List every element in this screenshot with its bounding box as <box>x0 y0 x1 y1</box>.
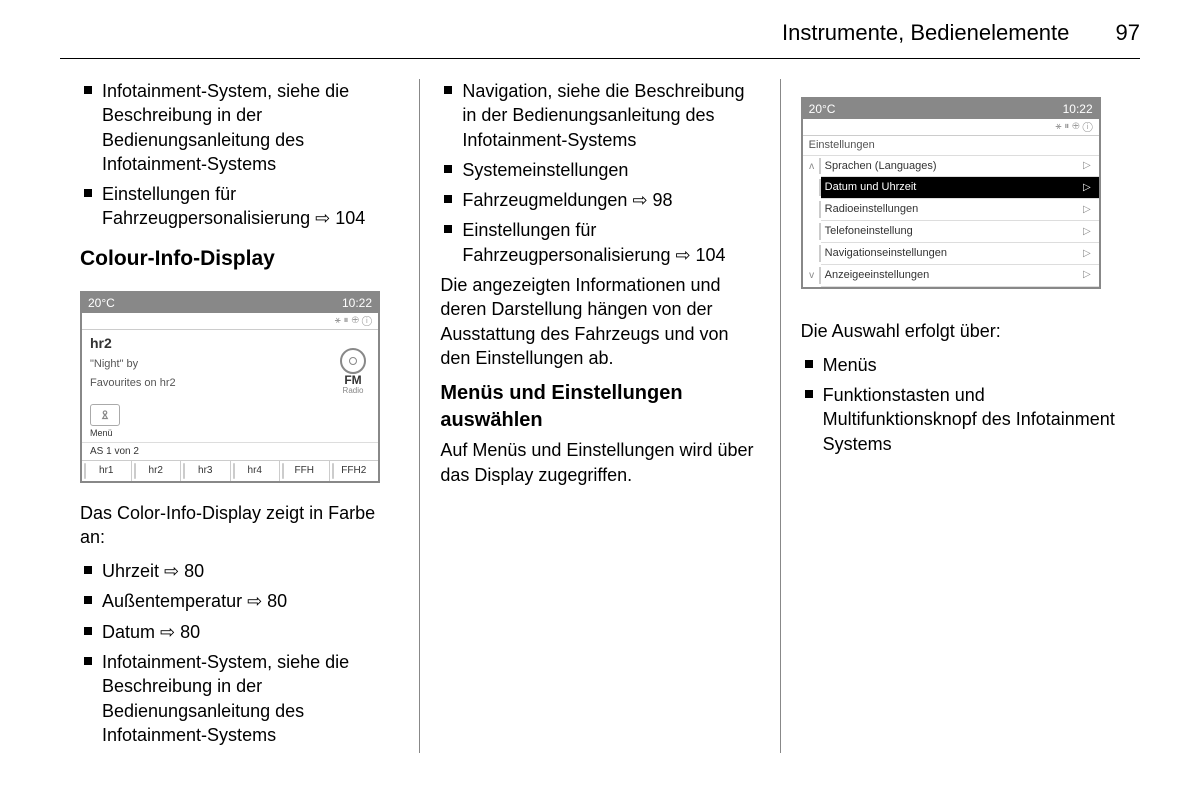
settings-row-label: Anzeigeeinstellungen <box>825 268 930 283</box>
list-item: Außentemperatur ⇨ 80 <box>84 589 399 613</box>
display-preset-tabs: hr1 hr2 hr3 hr4 FFH FFH2 <box>82 460 378 481</box>
para-menus: Auf Menüs und Einstellungen wird über da… <box>440 438 759 487</box>
preset-tab: hr4 <box>230 461 280 481</box>
menu-icon <box>90 404 120 426</box>
settings-row-label: Navigationseinstellungen <box>825 246 947 261</box>
settings-row: Sprachen (Languages) ▷ <box>821 156 1099 178</box>
display-as-line: AS 1 von 2 <box>82 442 378 461</box>
menu-label: Menü <box>90 427 370 439</box>
list-item: Datum ⇨ 80 <box>84 620 399 644</box>
list-item: Systemeinstellungen <box>444 158 759 182</box>
display-body: hr2 "Night" by Favourites on hr2 FM Radi… <box>82 330 378 442</box>
para-selection: Die Auswahl erfolgt über: <box>801 319 1120 343</box>
list-item: Infotainment-System, siehe die Beschreib… <box>84 79 399 176</box>
preset-tab: hr2 <box>131 461 181 481</box>
display-settings-screenshot: 20°C 10:22 ⚹ ⏸ ⊕ ⓘ Einstellungen ʌ v Spr… <box>801 97 1101 289</box>
content-columns: Infotainment-System, siehe die Beschreib… <box>60 79 1140 753</box>
display-topbar: 20°C 10:22 <box>82 293 378 313</box>
preset-tab: FFH <box>279 461 329 481</box>
display-temp: 20°C <box>809 101 836 117</box>
settings-title: Einstellungen <box>803 136 1099 156</box>
display-time: 10:22 <box>1063 101 1093 117</box>
list-item: Uhrzeit ⇨ 80 <box>84 559 399 583</box>
list-col2: Navigation, siehe die Beschreibung in de… <box>440 79 759 267</box>
settings-row: Anzeigeeinstellungen ▷ <box>821 265 1099 287</box>
list-item: Fahrzeugmeldungen ⇨ 98 <box>444 188 759 212</box>
display-radio-screenshot: 20°C 10:22 ⚹ ⏸ ⊕ ⓘ hr2 "Night" by Favour… <box>80 291 380 482</box>
list-item: Infotainment-System, siehe die Beschreib… <box>84 650 399 747</box>
display-topbar: 20°C 10:22 <box>803 99 1099 119</box>
list-display-shows: Uhrzeit ⇨ 80 Außentemperatur ⇨ 80 Datum … <box>80 559 399 747</box>
page-header: Instrumente, Bedienelemente 97 <box>60 20 1140 59</box>
list-item: Einstellungen für Fahrzeugpersonalisieru… <box>444 218 759 267</box>
fm-label: FM <box>340 374 366 386</box>
preset-tab: FFH2 <box>329 461 379 481</box>
list-item: Funktionstasten und Multifunktionsknopf … <box>805 383 1120 456</box>
list-top: Infotainment-System, siehe die Beschreib… <box>80 79 399 231</box>
display-station: hr2 <box>90 334 370 353</box>
display-status-icons: ⚹ ⏸ ⊕ ⓘ <box>803 119 1099 136</box>
page-number: 97 <box>1116 20 1140 45</box>
settings-row: Navigationseinstellungen ▷ <box>821 243 1099 265</box>
fm-sublabel: Radio <box>340 386 366 397</box>
display-menu-button: Menü <box>90 404 370 439</box>
chevron-right-icon: ▷ <box>1083 225 1091 239</box>
settings-row: Radioeinstellungen ▷ <box>821 199 1099 221</box>
column-1: Infotainment-System, siehe die Beschreib… <box>60 79 420 753</box>
list-item: Menüs <box>805 353 1120 377</box>
list-selection: Menüs Funktionstasten und Multifunktions… <box>801 353 1120 456</box>
display-status-icons: ⚹ ⏸ ⊕ ⓘ <box>82 313 378 330</box>
list-item: Navigation, siehe die Beschreibung in de… <box>444 79 759 152</box>
display-time: 10:22 <box>342 295 372 311</box>
chapter-title: Instrumente, Bedienelemente <box>782 20 1069 45</box>
chevron-up-icon: ʌ <box>809 160 814 174</box>
settings-body: ʌ v Sprachen (Languages)▷Datum und Uhrze… <box>803 156 1099 287</box>
settings-row: Datum und Uhrzeit ▷ <box>821 177 1099 199</box>
list-item: Einstellungen für Fahrzeugpersonalisieru… <box>84 182 399 231</box>
chevron-right-icon: ▷ <box>1083 247 1091 261</box>
display-temp: 20°C <box>88 295 115 311</box>
para-after-display: Das Color-Info-Display zeigt in Farbe an… <box>80 501 399 550</box>
chevron-right-icon: ▷ <box>1083 203 1091 217</box>
fm-icon <box>340 348 366 374</box>
settings-row: Telefoneinstellung ▷ <box>821 221 1099 243</box>
chevron-right-icon: ▷ <box>1083 268 1091 282</box>
display-line1: "Night" by <box>90 357 370 372</box>
fm-badge: FM Radio <box>340 348 366 397</box>
chevron-right-icon: ▷ <box>1083 159 1091 173</box>
display-line2: Favourites on hr2 <box>90 376 370 391</box>
para-info: Die angezeigten Informationen und deren … <box>440 273 759 370</box>
preset-tab: hr3 <box>180 461 230 481</box>
column-2: Navigation, siehe die Beschreibung in de… <box>420 79 780 753</box>
settings-row-label: Sprachen (Languages) <box>825 159 937 174</box>
chevron-down-icon: v <box>809 269 814 283</box>
settings-row-label: Datum und Uhrzeit <box>825 180 917 195</box>
column-3: 20°C 10:22 ⚹ ⏸ ⊕ ⓘ Einstellungen ʌ v Spr… <box>781 79 1140 753</box>
settings-row-label: Radioeinstellungen <box>825 202 919 217</box>
preset-tab: hr1 <box>82 461 131 481</box>
heading-colour-info: Colour-Info-Display <box>80 245 399 273</box>
settings-list: Sprachen (Languages)▷Datum und Uhrzeit▷R… <box>821 156 1099 287</box>
heading-menus: Menüs und Einstellungen auswählen <box>440 380 759 434</box>
settings-row-label: Telefoneinstellung <box>825 224 913 239</box>
chevron-right-icon: ▷ <box>1083 181 1091 195</box>
